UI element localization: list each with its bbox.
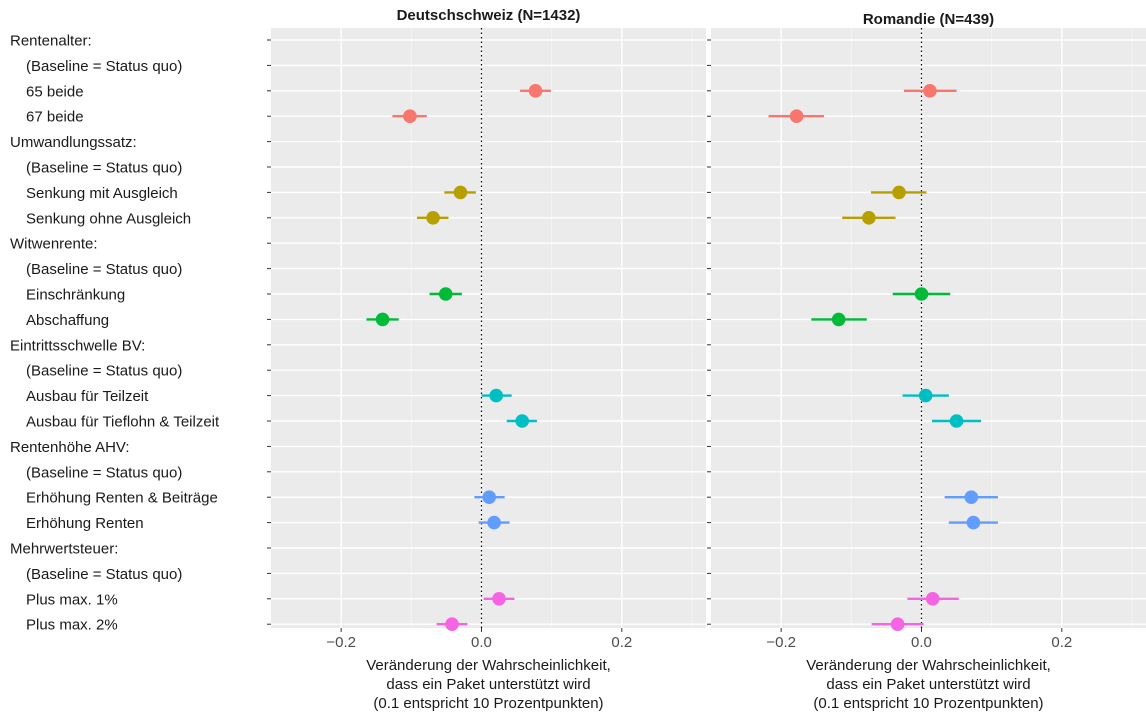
x-axis-label: (0.1 entspricht 10 Prozentpunkten) bbox=[373, 695, 603, 712]
row-label: Rentenhöhe AHV: bbox=[10, 439, 130, 456]
estimate-point bbox=[487, 515, 501, 530]
estimate-point bbox=[403, 109, 417, 123]
estimate-point bbox=[515, 414, 529, 428]
row-label: 67 beide bbox=[26, 109, 84, 126]
estimate-point bbox=[482, 490, 497, 505]
x-axis-label: dass ein Paket unterstützt wird bbox=[826, 676, 1030, 693]
x-tick-label: 0.0 bbox=[911, 634, 932, 651]
x-tick-label: 0.2 bbox=[1051, 634, 1072, 651]
estimate-point bbox=[918, 388, 933, 403]
row-label: (Baseline = Status quo) bbox=[26, 464, 182, 481]
estimate-point bbox=[862, 211, 876, 225]
x-axis-label: Veränderung der Wahrscheinlichkeit, bbox=[366, 657, 611, 674]
estimate-point bbox=[914, 287, 929, 301]
estimate-point bbox=[426, 211, 440, 225]
row-label: Abschaffung bbox=[26, 312, 109, 329]
estimate-point bbox=[966, 515, 981, 530]
estimate-point bbox=[375, 312, 390, 327]
x-tick-label: −0.2 bbox=[326, 634, 356, 651]
estimate-point bbox=[438, 287, 453, 301]
estimate-point bbox=[925, 592, 940, 606]
row-label: Plus max. 1% bbox=[26, 591, 118, 608]
estimate-point bbox=[964, 490, 979, 505]
estimate-point bbox=[789, 109, 804, 123]
row-label: Senkung ohne Ausgleich bbox=[26, 210, 191, 227]
row-label: Eintrittsschwelle BV: bbox=[10, 337, 145, 354]
estimate-point bbox=[831, 312, 846, 327]
x-axis-label: (0.1 entspricht 10 Prozentpunkten) bbox=[813, 695, 1043, 712]
row-label: Ausbau für Teilzeit bbox=[26, 388, 149, 405]
x-tick-label: 0.2 bbox=[611, 634, 632, 651]
x-tick-label: 0.0 bbox=[471, 634, 492, 651]
row-label: (Baseline = Status quo) bbox=[26, 566, 182, 583]
row-label: Mehrwertsteuer: bbox=[10, 541, 118, 558]
estimate-point bbox=[528, 84, 543, 98]
estimate-point bbox=[453, 185, 468, 200]
row-label: Erhöhung Renten bbox=[26, 515, 144, 532]
row-label: (Baseline = Status quo) bbox=[26, 160, 182, 177]
row-label: (Baseline = Status quo) bbox=[26, 58, 182, 75]
row-label: Ausbau für Tieflohn & Teilzeit bbox=[26, 414, 220, 431]
estimate-point bbox=[923, 84, 937, 98]
row-label: Plus max. 2% bbox=[26, 617, 118, 634]
panel-title: Deutschschweiz (N=1432) bbox=[397, 7, 581, 24]
row-label: Erhöhung Renten & Beiträge bbox=[26, 490, 218, 507]
x-tick-label: −0.2 bbox=[766, 634, 796, 651]
estimate-point bbox=[492, 592, 506, 606]
row-label: Senkung mit Ausgleich bbox=[26, 185, 178, 202]
estimate-point bbox=[949, 414, 964, 428]
x-axis-label: Veränderung der Wahrscheinlichkeit, bbox=[806, 657, 1051, 674]
estimate-point bbox=[445, 617, 459, 631]
row-label: Einschränkung bbox=[26, 287, 125, 304]
x-axis-label: dass ein Paket unterstützt wird bbox=[386, 676, 590, 693]
row-label: Witwenrente: bbox=[10, 236, 98, 253]
panel-background bbox=[711, 28, 1146, 628]
panel-background bbox=[271, 28, 706, 628]
row-label: (Baseline = Status quo) bbox=[26, 363, 182, 380]
estimate-point bbox=[489, 388, 504, 403]
row-label: Umwandlungssatz: bbox=[10, 134, 137, 151]
panel-title: Romandie (N=439) bbox=[863, 11, 994, 28]
row-label: Rentenalter: bbox=[10, 33, 92, 50]
estimate-point bbox=[890, 617, 905, 631]
estimate-point bbox=[892, 185, 906, 200]
row-label: 65 beide bbox=[26, 83, 84, 100]
row-label: (Baseline = Status quo) bbox=[26, 261, 182, 278]
